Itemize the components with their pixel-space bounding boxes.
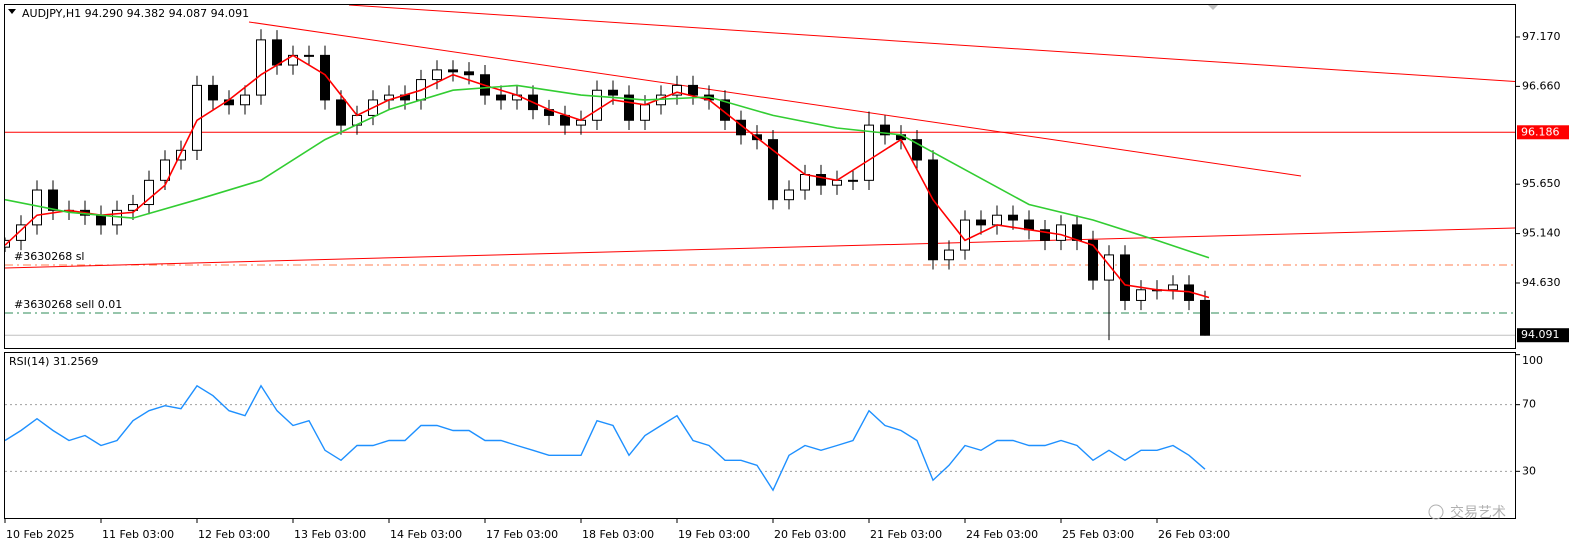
candle-body [1104,254,1114,281]
x-tick-label: 12 Feb 03:00 [198,528,270,541]
candle-body [784,189,794,201]
candle-body [320,54,330,101]
candle-body [1088,239,1098,281]
x-tick-label: 26 Feb 03:00 [1158,528,1230,541]
candle-body [992,214,1002,226]
y-tick-label: 70 [1522,398,1536,411]
candle-body [944,249,954,261]
y-tick-label: 94.630 [1522,276,1561,289]
candle-body [1168,284,1178,291]
candle-body [304,54,314,57]
candle-body [336,99,346,126]
candle-body [672,84,682,96]
candle-body [880,124,890,136]
rsi-line [5,384,1206,492]
candle-body [16,224,26,241]
candle-body [912,139,922,161]
price-tag-label: 94.091 [1521,328,1560,341]
rsi-panel [4,352,1516,519]
candle-body [848,179,858,182]
candle-body [256,39,266,96]
x-tick-label: 10 Feb 2025 [6,528,74,541]
candle-body [608,89,618,96]
candle-body [624,94,634,121]
candle-body [1008,214,1018,221]
candle-body [720,99,730,121]
candle-body [32,189,42,226]
candle-body [272,39,282,66]
candle-body [496,94,506,101]
candle-body [240,94,250,106]
candle-body [960,219,970,251]
watermark: 交易艺术 [1450,504,1506,521]
candle-body [1136,289,1146,301]
y-tick-label: 96.660 [1522,79,1561,92]
moving-average [5,84,1210,259]
candle-body [640,104,650,121]
x-tick-label: 14 Feb 03:00 [390,528,462,541]
candle-body [560,114,570,126]
trend-line [248,21,1302,177]
candle-body [768,139,778,201]
plot-area [5,384,1515,492]
price-tag [1517,328,1569,343]
candle-body [1120,254,1130,301]
candle-body [144,179,154,206]
x-tick-label: 24 Feb 03:00 [966,528,1038,541]
x-tick-label: 17 Feb 03:00 [486,528,558,541]
candle-body [448,69,458,73]
panel-title: RSI(14) 31.2569 [9,355,98,368]
price-panel [4,4,1516,349]
x-tick-label: 21 Feb 03:00 [870,528,942,541]
candle-body [1056,224,1066,241]
y-tick-label: 97.170 [1522,30,1561,43]
candle-body [464,71,474,76]
candle-body [1200,299,1210,336]
trend-line [5,227,1515,269]
watermark-icon [1428,504,1444,520]
candle-body [928,159,938,261]
shift-marker [1208,5,1218,10]
candle-body [816,174,826,186]
x-tick-label: 13 Feb 03:00 [294,528,366,541]
order-label: #3630268 sl [14,250,85,263]
y-tick-label: 30 [1522,464,1536,477]
candle-body [96,214,106,226]
candle-body [48,189,58,211]
x-tick-label: 18 Feb 03:00 [582,528,654,541]
candle-body [688,84,698,96]
x-tick-label: 20 Feb 03:00 [774,528,846,541]
candle-body [864,124,874,181]
trend-line [348,5,1515,83]
candle-body [800,174,810,191]
menu-arrow [8,9,16,14]
price-tag [1517,125,1569,140]
x-tick-label: 19 Feb 03:00 [678,528,750,541]
x-tick-label: 11 Feb 03:00 [102,528,174,541]
candle-body [160,159,170,181]
candle-body [1024,219,1034,231]
price-tag-label: 96.186 [1521,125,1560,138]
candle-body [736,119,746,136]
candle-body [1040,229,1050,241]
candle-body [592,89,602,121]
order-label: #3630268 sell 0.01 [14,298,122,311]
moving-average [5,54,1210,299]
x-tick-label: 25 Feb 03:00 [1062,528,1134,541]
candle-body [208,84,218,101]
candle-body [432,69,442,81]
candle-body [176,149,186,161]
y-tick-label: 100 [1522,354,1543,367]
panel-title: AUDJPY,H1 94.290 94.382 94.087 94.091 [22,7,249,20]
candle-body [976,219,986,226]
y-tick-label: 95.650 [1522,177,1561,190]
y-tick-label: 95.140 [1522,227,1561,240]
plot-area [5,5,1515,341]
